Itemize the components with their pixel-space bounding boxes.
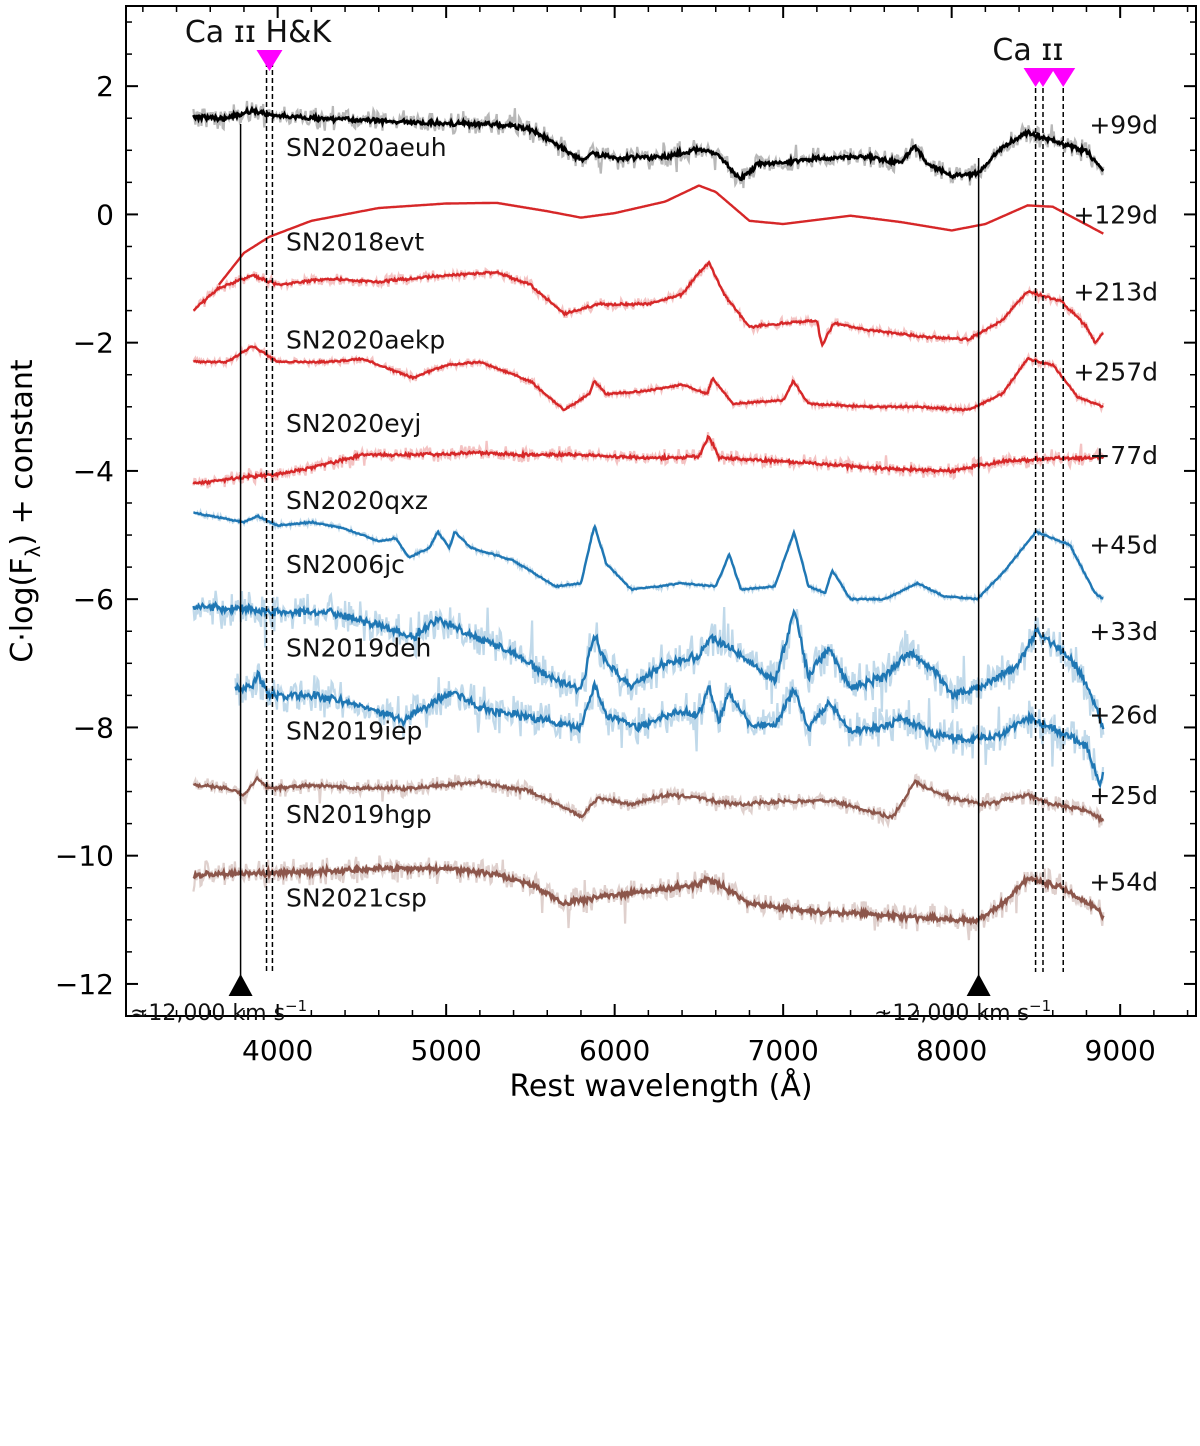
spectrum-raw — [234, 663, 1105, 789]
sn-label: SN2020eyj — [286, 409, 421, 438]
y-axis-title: C·log(Fλ) + constant — [5, 359, 45, 663]
y-tick-label: −12 — [55, 968, 114, 1001]
velocity-label-right: ~12,000 km s−1 — [874, 997, 1051, 1026]
epoch-label: +45d — [1089, 531, 1158, 560]
series-sn2021csp — [192, 855, 1105, 941]
y-tick-label: −10 — [55, 840, 114, 873]
sn-label: SN2018evt — [286, 227, 424, 256]
plot-frame — [125, 5, 1197, 1017]
epoch-label: +129d — [1073, 200, 1158, 229]
spectrum-smoothed — [192, 861, 1105, 927]
ca-hk-label: Ca ɪɪ H&K — [185, 15, 333, 50]
series-sn2020qxz — [192, 431, 1105, 489]
y-tick-label: 0 — [96, 198, 114, 231]
ca-triplet-label: Ca ɪɪ — [992, 33, 1063, 68]
series-sn2020aeuh — [192, 100, 1105, 189]
ca-hk-marker-icon — [256, 50, 283, 71]
x-tick-label: 4000 — [242, 1034, 313, 1067]
spectrum-raw — [192, 341, 1105, 417]
spectrum-smoothed — [234, 669, 1105, 790]
epoch-label: +26d — [1089, 701, 1158, 730]
y-tick-label: −4 — [73, 455, 114, 488]
sn-label: SN2021csp — [286, 883, 427, 912]
ca-triplet-marker-icon — [1030, 68, 1055, 87]
y-tick-label: −2 — [73, 327, 114, 360]
sn-label: SN2020aeuh — [286, 133, 447, 162]
y-tick-label: 2 — [96, 70, 114, 103]
series-sn2019hgp — [192, 768, 1105, 829]
ca-triplet-marker-icon — [1051, 68, 1076, 87]
spectrum-smoothed — [192, 345, 1104, 412]
epoch-label: +54d — [1089, 867, 1158, 896]
sn-label: SN2020qxz — [286, 486, 428, 515]
series-sn2018evt — [217, 184, 1104, 286]
epoch-label: +33d — [1089, 617, 1158, 646]
sn-label: SN2020aekp — [286, 326, 445, 355]
velocity-marker-icon — [966, 974, 991, 996]
spectrum-raw — [192, 590, 1105, 738]
y-tick-label: −8 — [73, 711, 114, 744]
spectrum-smoothed — [192, 434, 1105, 486]
velocity-label-left-exponent: −1 — [285, 997, 307, 1015]
spectrum-smoothed — [192, 600, 1105, 730]
epoch-label: +213d — [1073, 277, 1158, 306]
spectrum-smoothed — [192, 105, 1105, 182]
spectrum-smoothed — [192, 260, 1104, 349]
velocity-label-right-exponent: −1 — [1029, 997, 1051, 1015]
x-axis-title: Rest wavelength (Å) — [509, 1068, 812, 1104]
y-tick-label: −6 — [73, 583, 114, 616]
spectrum-smoothed — [193, 511, 1104, 602]
y-axis-title-subscript: λ — [21, 545, 45, 557]
spectrum-smoothed — [217, 184, 1104, 286]
series-sn2020aekp — [192, 259, 1105, 349]
sn-label: SN2019hgp — [286, 800, 432, 829]
epoch-label: +77d — [1089, 441, 1158, 470]
series-sn2019iep — [234, 663, 1105, 790]
x-tick-label: 8000 — [916, 1034, 987, 1067]
x-tick-label: 7000 — [748, 1034, 819, 1067]
sn-label: SN2006jc — [286, 550, 405, 579]
x-tick-label: 6000 — [579, 1034, 650, 1067]
series-sn2019deh — [192, 590, 1105, 738]
epoch-label: +257d — [1073, 358, 1158, 387]
epoch-label: +25d — [1089, 781, 1158, 810]
x-tick-label: 5000 — [411, 1034, 482, 1067]
x-tick-label: 9000 — [1085, 1034, 1156, 1067]
velocity-marker-icon — [228, 974, 253, 996]
sn-label: SN2019iep — [286, 717, 422, 746]
velocity-label-left: ≈12,000 km s−1 — [130, 997, 307, 1026]
spectrum-raw — [192, 431, 1105, 489]
spectrum-smoothed — [192, 775, 1105, 825]
series-sn2020eyj — [192, 341, 1105, 417]
epoch-label: +99d — [1089, 111, 1158, 140]
sn-label: SN2019deh — [286, 633, 431, 662]
series-sn2006jc — [193, 507, 1105, 606]
